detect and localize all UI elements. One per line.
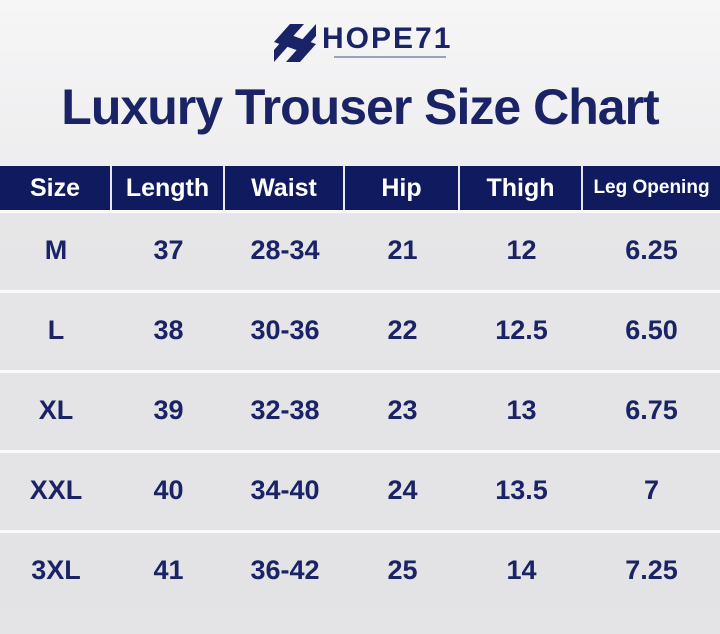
table-row: L 38 30-36 22 12.5 6.50	[0, 290, 720, 370]
column-header: Length	[112, 166, 225, 210]
column-header: Thigh	[460, 166, 583, 210]
table-cell: 34-40	[250, 474, 320, 505]
chart-title: Luxury Trouser Size Chart	[61, 79, 659, 135]
table-cell: 3XL	[31, 554, 81, 585]
table-cell: M	[44, 234, 68, 265]
table-cell: 30-36	[250, 314, 320, 345]
table-cell: 38	[153, 314, 184, 345]
table-cell: 39	[153, 394, 184, 425]
table-cell: 36-42	[250, 554, 320, 585]
table-cell: 7.25	[625, 554, 678, 585]
table-cell: 14	[506, 554, 537, 585]
table-cell: XL	[38, 394, 74, 425]
brand-logo	[274, 24, 316, 62]
table-cell: 37	[153, 234, 184, 265]
table-cell: 25	[387, 554, 418, 585]
table-cell: 6.50	[625, 314, 678, 345]
table-cell: 21	[387, 234, 418, 265]
column-header: Size	[0, 166, 112, 210]
size-table: Size Length Waist Hip Thigh Leg Opening M 37 28-…	[0, 166, 720, 610]
table-cell: 13	[506, 394, 537, 425]
table-row: 3XL 41 36-42 25 14 7.25	[0, 530, 720, 610]
column-header: Hip	[345, 166, 460, 210]
header-row: Size Length Waist Hip Thigh Leg Opening	[0, 166, 720, 210]
table-cell: 12	[506, 234, 537, 265]
table-cell: 41	[153, 554, 184, 585]
table-cell: 28-34	[250, 234, 320, 265]
column-header: Waist	[225, 166, 345, 210]
brand-name: HOPE71	[322, 22, 453, 55]
table-cell: 32-38	[250, 394, 320, 425]
table-cell: 13.5	[495, 474, 548, 505]
column-header: Leg Opening	[583, 166, 720, 210]
table-cell: 12.5	[495, 314, 548, 345]
table-cell: L	[47, 314, 65, 345]
table-row: XL 39 32-38 23 13 6.75	[0, 370, 720, 450]
table-row: XXL 40 34-40 24 13.5 7	[0, 450, 720, 530]
table-cell: 22	[387, 314, 418, 345]
brand-tagline	[334, 56, 446, 58]
table-row: M 37 28-34 21 12 6.25	[0, 210, 720, 290]
table-cell: 23	[387, 394, 418, 425]
table-cell: 24	[387, 474, 418, 505]
table-cell: 40	[153, 474, 184, 505]
table-cell: XXL	[29, 474, 83, 505]
table-cell: 7	[643, 474, 660, 505]
table-cell: 6.25	[625, 234, 678, 265]
table-cell: 6.75	[625, 394, 678, 425]
